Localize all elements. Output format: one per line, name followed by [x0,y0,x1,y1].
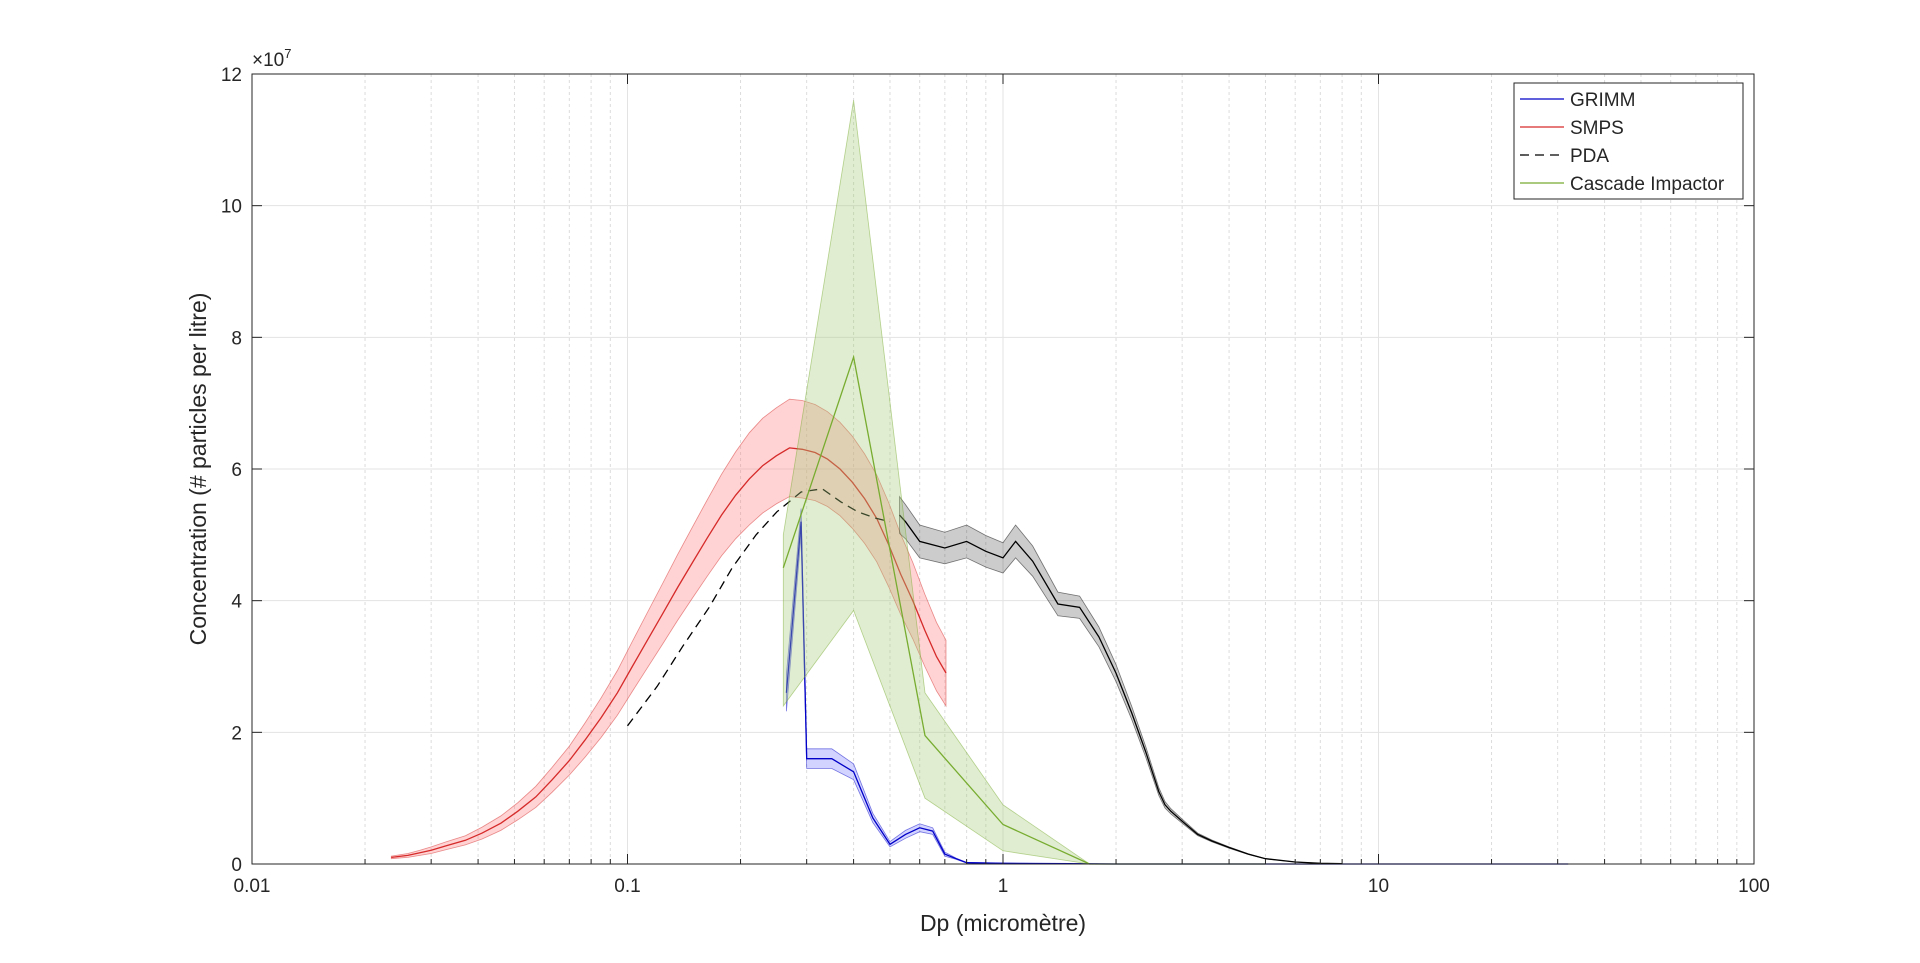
y-tick-label: 6 [231,460,242,481]
y-axis: 0 2 4 6 8 10 12 [221,65,1754,876]
x-tick-label: 1 [998,876,1009,897]
y-exponent-base: ×10 [252,50,284,71]
series-unlabeled-3-line [899,514,1343,865]
x-axis-label: Dp (micromètre) [920,910,1086,936]
x-tick-label: 10 [1368,876,1389,897]
y-tick-label: 10 [221,197,242,218]
y-exponent-power: 7 [284,46,291,61]
x-axis: 0.01 0.1 1 10 100 [234,74,1770,897]
legend-label: SMPS [1570,118,1624,139]
y-tick-label: 2 [231,723,242,744]
series-smps-line [391,447,947,859]
x-tick-label: 0.1 [614,876,640,897]
y-exponent-label: ×107 [252,46,291,71]
y-axis-label: Concentration (# particles per litre) [185,293,211,646]
legend-label: GRIMM [1570,90,1635,111]
legend-box [1513,82,1744,200]
series-pda-line [626,488,891,727]
y-tick-label: 0 [231,855,242,876]
legend-label: Cascade Impactor [1570,174,1725,195]
y-tick-label: 4 [231,592,242,613]
y-tick-label: 12 [221,65,242,86]
legend: GRIMM SMPS PDA Cascade Impactor [1513,82,1744,200]
y-tick-label: 8 [231,328,242,349]
grid [251,73,1755,865]
legend-label: PDA [1570,146,1609,167]
series-smps-band [390,398,947,860]
x-tick-label: 0.01 [234,876,271,897]
x-tick-label: 100 [1738,876,1770,897]
